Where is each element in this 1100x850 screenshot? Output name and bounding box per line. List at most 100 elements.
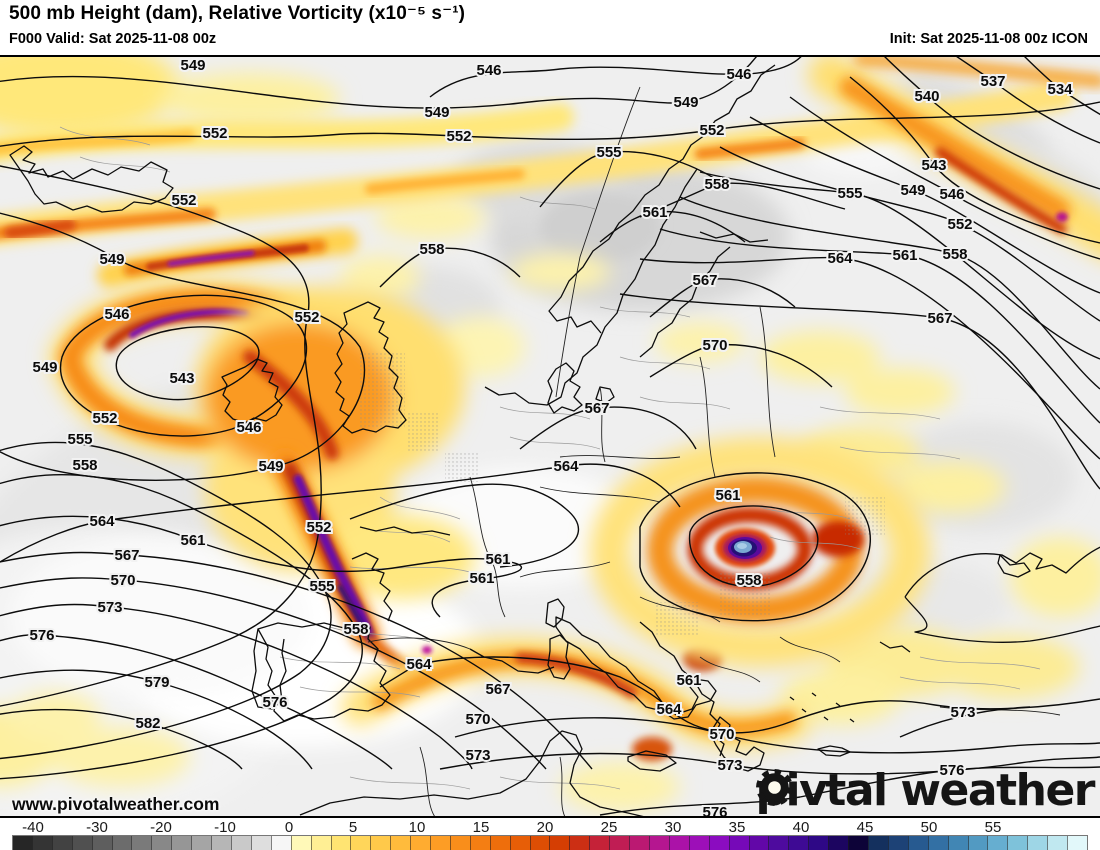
map-canvas: 549 546 546 549 549 537 534 540 552 552 552 555 558 5… [0, 57, 1100, 818]
colorbar-tick: -30 [86, 819, 108, 836]
contour-label: 567 [114, 547, 139, 564]
contour-label: 564 [656, 701, 682, 718]
contour-label: 576 [29, 627, 54, 644]
colorbar-cell [788, 836, 809, 850]
colorbar-cell [230, 836, 251, 850]
colorbar-cell [867, 836, 888, 850]
valid-time-label: F000 Valid: Sat 2025-11-08 00z [9, 31, 217, 47]
colorbar-cell [310, 836, 331, 850]
contour-label: 552 [294, 309, 319, 326]
contour-label: 576 [262, 694, 287, 711]
contour-label: 561 [715, 487, 740, 504]
colorbar-tick: 40 [792, 819, 810, 836]
contour-label: 552 [92, 410, 117, 427]
contour-label: 573 [717, 757, 742, 774]
colorbar-cell [947, 836, 968, 850]
colorbar-cell [688, 836, 709, 850]
height-contours [0, 57, 1100, 816]
colorbar-cell [708, 836, 729, 850]
colorbar-cell [1027, 836, 1048, 850]
contour-label: 564 [827, 250, 853, 267]
colorbar-cell [489, 836, 510, 850]
contour-label: 564 [553, 458, 579, 475]
colorbar-cell [887, 836, 908, 850]
watermark: www.pivotalweather.com [12, 794, 220, 814]
contour-label: 558 [704, 176, 729, 193]
contour-label: 546 [236, 419, 261, 436]
colorbar-cell [1067, 836, 1087, 850]
colorbar-cell [529, 836, 550, 850]
colorbar-cell [1007, 836, 1028, 850]
contour-label: 552 [202, 125, 227, 142]
colorbar-tick: 50 [920, 819, 938, 836]
contour-label: 582 [135, 715, 160, 732]
colorbar-cell [250, 836, 271, 850]
colorbar-cell [430, 836, 450, 850]
colorbar-tick: 25 [600, 819, 618, 836]
contour-label: 549 [673, 94, 698, 111]
colorbar-cell [131, 836, 152, 850]
colorbar-cell [569, 836, 590, 850]
colorbar-tick: 30 [664, 819, 682, 836]
contour-label: 549 [180, 57, 205, 74]
contour-label: 561 [892, 247, 917, 264]
colorbar [12, 835, 1088, 850]
colorbar-cell [589, 836, 610, 850]
colorbar-cell [390, 836, 411, 850]
page-title: 500 mb Height (dam), Relative Vorticity … [9, 3, 466, 24]
contour-label: 555 [596, 144, 621, 161]
colorbar-cell [649, 836, 669, 850]
colorbar-cell [51, 836, 72, 850]
colorbar-cell [549, 836, 570, 850]
colorbar-cell [31, 836, 52, 850]
contour-label: 558 [942, 246, 967, 263]
admin-boundaries [59, 126, 1041, 790]
contour-labels: 549 546 546 549 549 537 534 540 552 552 552 555 558 5… [27, 57, 1075, 818]
contour-label: 552 [699, 122, 724, 139]
colorbar-tick: 10 [408, 819, 426, 836]
contour-label: 549 [99, 251, 124, 268]
positive-vorticity-shading [0, 57, 1100, 812]
contour-label: 558 [419, 241, 444, 258]
colorbar-tick: 45 [856, 819, 874, 836]
contour-label: 540 [914, 88, 939, 105]
contour-label: 573 [465, 747, 490, 764]
contour-label: 573 [950, 704, 975, 721]
colorbar-tick: 55 [984, 819, 1002, 836]
contour-label: 567 [692, 272, 717, 289]
contour-label: 543 [921, 157, 946, 174]
contour-label: 552 [446, 128, 471, 145]
contour-label: 567 [485, 681, 510, 698]
contour-label: 564 [89, 513, 115, 530]
contour-label: 573 [97, 599, 122, 616]
colorbar-cell [151, 836, 172, 850]
colorbar-tick: -20 [150, 819, 172, 836]
weather-map: 549 546 546 549 549 537 534 540 552 552 552 555 558 5… [0, 55, 1100, 818]
contour-label: 567 [584, 400, 609, 417]
contour-label: 534 [1047, 81, 1073, 98]
contour-label: 555 [837, 185, 862, 202]
colorbar-cell [808, 836, 829, 850]
colorbar-cell [111, 836, 132, 850]
contour-label: 576 [702, 804, 727, 818]
colorbar-cell [609, 836, 630, 850]
contour-label: 549 [424, 104, 449, 121]
contour-label: 561 [180, 532, 205, 549]
colorbar-tick: 20 [536, 819, 554, 836]
colorbar-tick-labels: -40 -30 -20 -10 0 5 10 15 20 25 30 35 40 45 50 55 [0, 819, 1100, 836]
contour-label: 537 [980, 73, 1005, 90]
colorbar-cell [1047, 836, 1068, 850]
colorbar-cell [13, 836, 32, 850]
colorbar-cell [191, 836, 212, 850]
colorbar-tick: 0 [284, 819, 294, 836]
colorbar-cell [848, 836, 868, 850]
contour-label: 564 [406, 656, 432, 673]
contour-label: 546 [476, 62, 501, 79]
colorbar-cell [748, 836, 769, 850]
contour-label: 579 [144, 674, 169, 691]
contour-label: 549 [258, 458, 283, 475]
contour-label: 561 [469, 570, 494, 587]
contour-label: 543 [169, 370, 194, 387]
colorbar-tick: 15 [472, 819, 490, 836]
colorbar-tick: 5 [348, 819, 358, 836]
